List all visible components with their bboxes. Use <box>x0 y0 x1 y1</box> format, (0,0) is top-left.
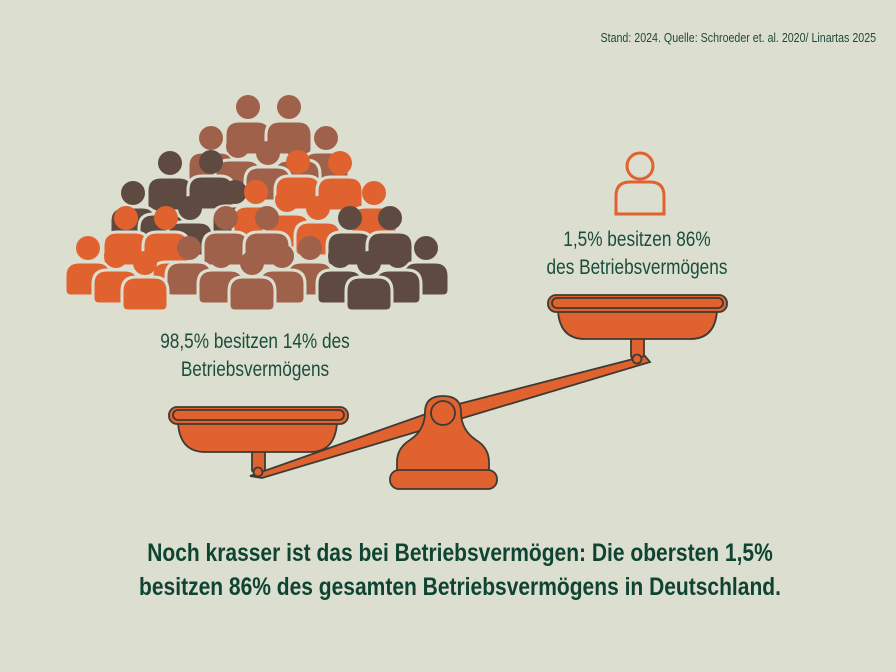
top-group-label: 1,5% besitzen 86% des Betriebsvermögens <box>535 226 740 282</box>
headline-line2: besitzen 86% des gesamten Betriebsvermög… <box>139 573 781 601</box>
balance-scale-icon <box>168 294 728 490</box>
single-person-outline-icon <box>614 151 666 216</box>
person-icon <box>120 251 170 313</box>
top-group-line1: 1,5% besitzen 86% <box>563 228 711 251</box>
bottom-group-line2: Betriebsvermögens <box>180 358 330 381</box>
bottom-group-line1: 98,5% besitzen 14% des <box>160 330 350 353</box>
top-group-line2: des Betriebsvermögens <box>546 256 728 279</box>
crowd-icon <box>63 95 451 313</box>
headline-line1: Noch krasser ist das bei Betriebsvermöge… <box>147 539 773 567</box>
person-icon <box>344 251 394 313</box>
person-icon <box>227 251 277 313</box>
headline: Noch krasser ist das bei Betriebsvermöge… <box>107 536 813 604</box>
bottom-group-label: 98,5% besitzen 14% des Betriebsvermögens <box>153 328 358 384</box>
source-note: Stand: 2024. Quelle: Schroeder et. al. 2… <box>600 30 876 45</box>
